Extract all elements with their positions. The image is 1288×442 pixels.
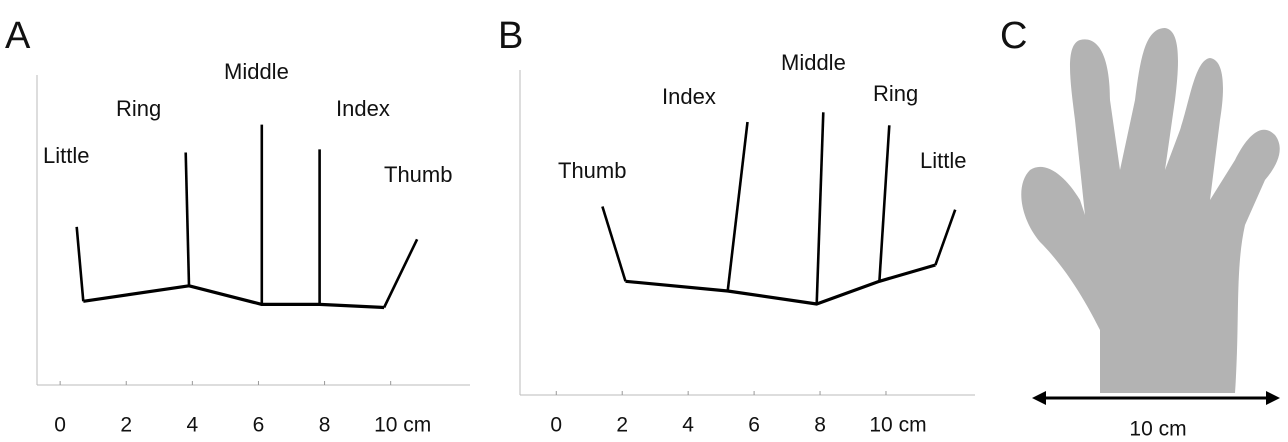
finger-label: Ring <box>116 96 161 121</box>
finger-label: Index <box>662 84 716 109</box>
x-tick-label: 10 cm <box>869 414 926 437</box>
finger-label: Thumb <box>384 162 452 187</box>
palm-line <box>83 284 385 310</box>
x-tick-label: 0 <box>550 414 562 437</box>
scale-arrow-right <box>1266 391 1280 405</box>
finger-label: Index <box>336 96 390 121</box>
x-tick-label: 4 <box>187 414 199 437</box>
finger-line <box>382 238 419 309</box>
finger-label: Middle <box>781 50 846 75</box>
x-tick-label: 2 <box>616 414 628 437</box>
hand-silhouette <box>1021 28 1280 393</box>
x-tick-label: 8 <box>319 414 331 437</box>
finger-line <box>601 206 627 282</box>
finger-label: Little <box>920 148 966 173</box>
x-tick-label: 0 <box>54 414 66 437</box>
panel-label: A <box>5 15 31 57</box>
x-tick-label: 6 <box>748 414 760 437</box>
finger-label: Little <box>43 143 89 168</box>
finger-label: Thumb <box>558 158 626 183</box>
finger-line <box>75 226 85 302</box>
panel-label: B <box>498 15 523 57</box>
finger-line <box>815 112 825 305</box>
finger-line <box>878 125 891 282</box>
scale-arrow-left <box>1032 391 1046 405</box>
finger-label: Ring <box>873 81 918 106</box>
x-tick-label: 10 cm <box>374 414 431 437</box>
scale-label: 10 cm <box>1129 418 1186 441</box>
finger-line <box>934 209 957 266</box>
panel-label: C <box>1000 15 1027 57</box>
finger-label: Middle <box>224 59 289 84</box>
x-tick-label: 8 <box>814 414 826 437</box>
finger-line <box>184 152 191 286</box>
x-tick-label: 4 <box>682 414 694 437</box>
finger-line <box>726 121 749 292</box>
x-tick-label: 6 <box>253 414 265 437</box>
palm-line <box>625 263 936 306</box>
x-tick-label: 2 <box>120 414 132 437</box>
